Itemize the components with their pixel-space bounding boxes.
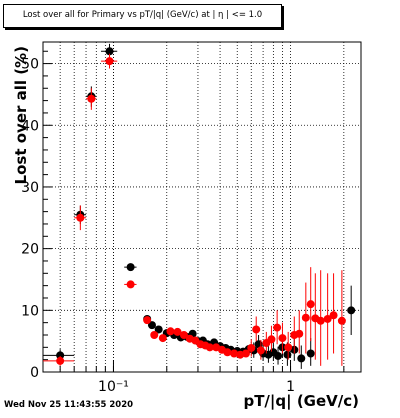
plot-frame xyxy=(42,41,362,373)
data-point-red xyxy=(230,349,239,358)
x-tick-label: 10⁻¹ xyxy=(98,379,129,395)
data-point-black xyxy=(347,306,356,315)
data-point-red xyxy=(56,356,65,365)
data-point-red xyxy=(337,316,346,325)
data-point-black xyxy=(56,351,65,360)
data-point-black xyxy=(297,354,306,363)
data-point-black xyxy=(147,321,156,330)
y-tick-label: 0 xyxy=(30,365,39,381)
y-tick-label: 40 xyxy=(21,118,39,134)
data-point-red xyxy=(223,348,232,357)
plot-area xyxy=(43,42,361,372)
data-point-red xyxy=(273,323,282,332)
data-point-black xyxy=(274,351,283,360)
x-axis-label: pT/|q| (GeV/c) xyxy=(243,392,359,411)
timestamp: Wed Nov 25 11:43:55 2020 xyxy=(4,400,134,410)
y-tick-label: 50 xyxy=(21,57,39,73)
x-tick-label: 1 xyxy=(286,379,295,395)
data-point-red xyxy=(256,346,265,355)
data-point-red xyxy=(179,330,188,339)
data-point-black xyxy=(306,349,315,358)
data-point-black xyxy=(126,263,135,272)
data-point-red xyxy=(306,300,315,309)
data-point-red xyxy=(87,94,96,103)
data-point-red xyxy=(323,314,332,323)
data-point-red xyxy=(278,334,287,343)
data-point-red xyxy=(126,280,135,289)
data-point-red xyxy=(247,343,256,352)
y-tick-label: 30 xyxy=(21,180,39,196)
chart-title-box: Lost over all for Primary vs pT/|q| (GeV… xyxy=(3,4,282,28)
data-point-black xyxy=(283,350,292,359)
data-point-red xyxy=(329,311,338,320)
data-point-red xyxy=(143,316,152,325)
data-point-red xyxy=(316,316,325,325)
data-point-red xyxy=(205,343,214,352)
data-point-red xyxy=(295,329,304,338)
y-tick-label: 20 xyxy=(21,242,39,258)
data-point-red xyxy=(150,330,159,339)
y-tick-label: 10 xyxy=(21,303,39,319)
data-point-red xyxy=(166,327,175,336)
data-point-black xyxy=(154,325,163,334)
data-point-red xyxy=(284,343,293,352)
data-point-black xyxy=(105,47,114,56)
data-point-red xyxy=(173,327,182,336)
data-point-red xyxy=(252,325,261,334)
data-point-red xyxy=(301,313,310,322)
y-axis-label: Lost over all (%) xyxy=(12,46,30,184)
chart-title: Lost over all for Primary vs pT/|q| (GeV… xyxy=(22,10,263,20)
data-point-red xyxy=(158,334,167,343)
data-point-red xyxy=(241,349,250,358)
data-layer xyxy=(43,43,356,369)
data-point-red xyxy=(105,57,114,66)
data-point-red xyxy=(267,335,276,344)
data-point-red xyxy=(76,213,85,222)
